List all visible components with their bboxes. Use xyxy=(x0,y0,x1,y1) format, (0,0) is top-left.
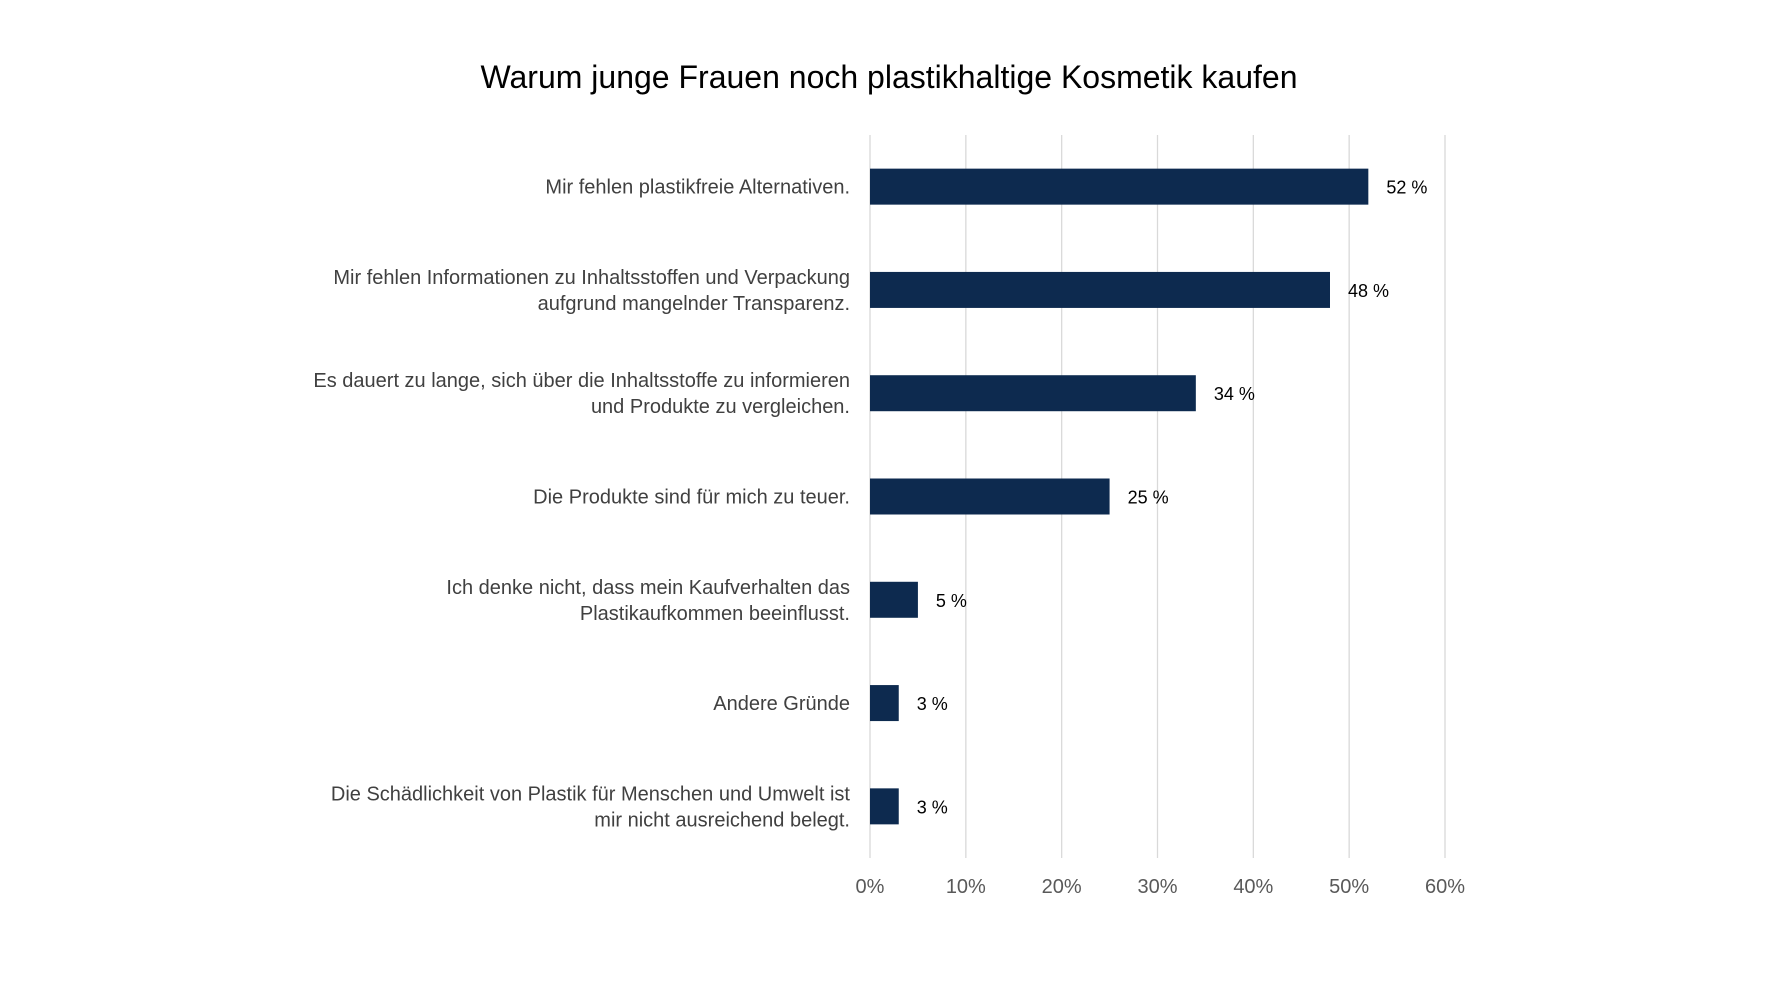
data-labels: 52 % 48 % 34 % 25 % 5 % 3 % 3 % xyxy=(917,178,1428,818)
category-label: Andere Gründe xyxy=(713,693,850,715)
data-label: 25 % xyxy=(1128,488,1169,508)
category-label: aufgrund mangelnder Transparenz. xyxy=(538,293,850,315)
bar xyxy=(870,478,1110,515)
category-label: Mir fehlen Informationen zu Inhaltsstoff… xyxy=(333,267,850,289)
x-tick-label: 0% xyxy=(856,876,885,898)
category-label: Die Schädlichkeit von Plastik für Mensch… xyxy=(331,783,851,805)
category-label: Die Produkte sind für mich zu teuer. xyxy=(533,487,850,509)
category-label: mir nicht ausreichend belegt. xyxy=(594,809,850,831)
category-label: Ich denke nicht, dass mein Kaufverhalten… xyxy=(446,577,850,599)
x-tick-label: 20% xyxy=(1042,876,1082,898)
data-label: 3 % xyxy=(917,694,948,714)
x-tick-label: 60% xyxy=(1425,876,1465,898)
category-label: Plastikaufkommen beeinflusst. xyxy=(580,603,850,625)
chart-title: Warum junge Frauen noch plastikhaltige K… xyxy=(480,59,1297,95)
category-labels: Mir fehlen plastikfreie Alternativen. Mir… xyxy=(313,177,850,832)
x-axis-ticks: 0% 10% 20% 30% 40% 50% 60% xyxy=(856,876,1466,898)
bar xyxy=(870,788,899,825)
x-tick-label: 40% xyxy=(1233,876,1273,898)
bar xyxy=(870,375,1196,412)
data-label: 52 % xyxy=(1386,178,1427,198)
bar xyxy=(870,685,899,722)
category-label: und Produkte zu vergleichen. xyxy=(591,396,850,418)
category-label: Es dauert zu lange, sich über die Inhalt… xyxy=(313,370,850,392)
data-label: 5 % xyxy=(936,591,967,611)
data-label: 3 % xyxy=(917,797,948,817)
bar xyxy=(870,581,918,618)
data-label: 34 % xyxy=(1214,384,1255,404)
bar xyxy=(870,168,1369,205)
data-label: 48 % xyxy=(1348,281,1389,301)
bars xyxy=(870,168,1369,825)
bar xyxy=(870,271,1330,308)
x-tick-label: 30% xyxy=(1137,876,1177,898)
category-label: Mir fehlen plastikfreie Alternativen. xyxy=(545,177,850,199)
x-tick-label: 10% xyxy=(946,876,986,898)
x-tick-label: 50% xyxy=(1329,876,1369,898)
